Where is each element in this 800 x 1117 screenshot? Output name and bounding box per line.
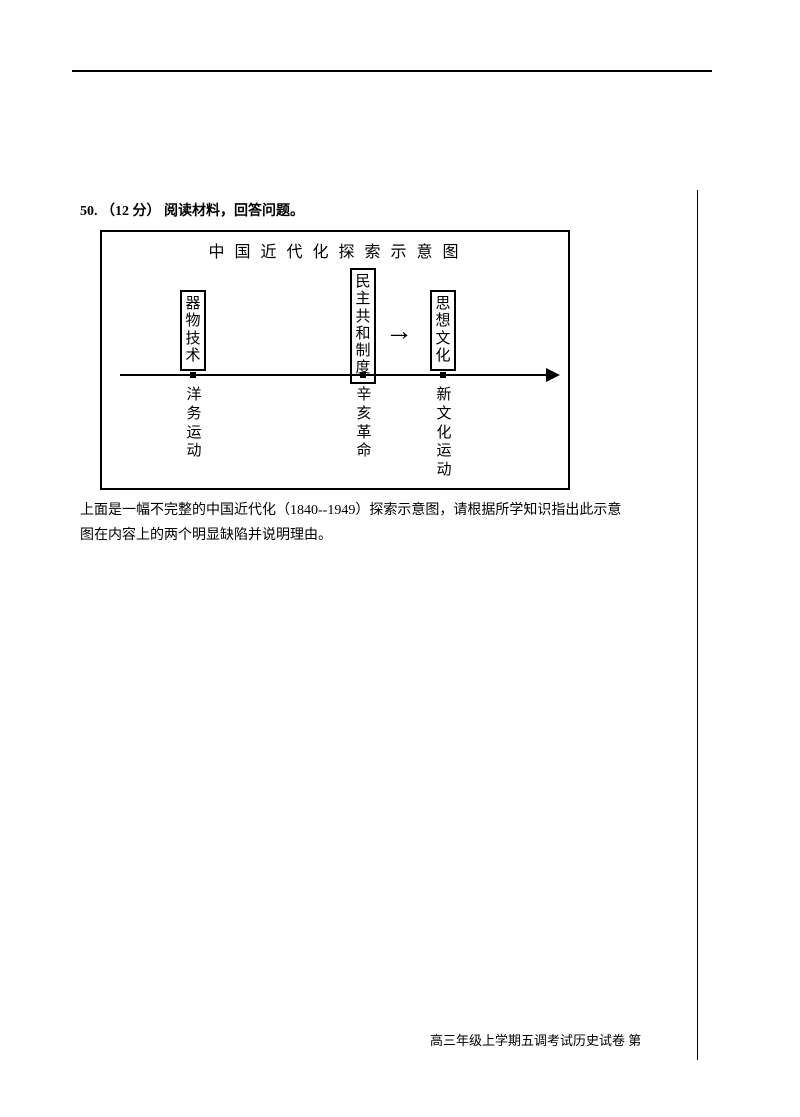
diagram-container: 中 国 近 代 化 探 索 示 意 图 器 物 技 术 民 主 共 和 制 度 … xyxy=(100,230,570,490)
timeline-tick xyxy=(440,372,446,378)
page-footer: 高三年级上学期五调考试历史试卷 第 xyxy=(430,1030,641,1049)
question-number: 50. xyxy=(80,204,98,219)
timeline-label-2: 辛 亥 革 命 xyxy=(354,386,374,461)
label-char: 洋 xyxy=(184,386,204,405)
label-char: 务 xyxy=(184,405,204,424)
label-char: 动 xyxy=(184,442,204,461)
right-margin-line xyxy=(697,190,698,1060)
label-char: 亥 xyxy=(354,405,374,424)
diagram-title: 中 国 近 代 化 探 索 示 意 图 xyxy=(102,238,568,262)
node-char: 思 xyxy=(435,296,451,313)
right-arrow-icon: → xyxy=(385,318,413,346)
label-char: 文 xyxy=(434,405,454,424)
label-char: 命 xyxy=(354,442,374,461)
timeline-axis xyxy=(120,374,550,376)
question-prompt: 阅读材料，回答问题。 xyxy=(164,204,304,219)
timeline-label-1: 洋 务 运 动 xyxy=(184,386,204,461)
body-line: 图在内容上的两个明显缺陷并说明理由。 xyxy=(80,523,640,548)
diagram-node-2: 民 主 共 和 制 度 xyxy=(350,268,376,384)
body-line: 上面是一幅不完整的中国近代化（1840--1949）探索示意图，请根据所学知识指… xyxy=(80,498,640,523)
timeline-tick xyxy=(190,372,196,378)
label-char: 革 xyxy=(354,424,374,443)
question-header: 50. （12 分） 阅读材料，回答问题。 xyxy=(80,200,640,220)
node-char: 化 xyxy=(435,348,451,365)
node-char: 和 xyxy=(355,326,371,343)
node-char: 制 xyxy=(355,343,371,360)
label-char: 运 xyxy=(184,424,204,443)
node-char: 共 xyxy=(355,309,371,326)
timeline-label-3: 新 文 化 运 动 xyxy=(434,386,454,480)
label-char: 动 xyxy=(434,461,454,480)
node-char: 主 xyxy=(355,291,371,308)
timeline-arrowhead-icon xyxy=(546,368,560,382)
top-horizontal-rule xyxy=(72,70,712,72)
node-char: 想 xyxy=(435,313,451,330)
node-char: 物 xyxy=(185,313,201,330)
label-char: 化 xyxy=(434,424,454,443)
diagram-node-3: 思 想 文 化 xyxy=(430,290,456,371)
node-char: 技 xyxy=(185,331,201,348)
label-char: 新 xyxy=(434,386,454,405)
node-char: 术 xyxy=(185,348,201,365)
question-body: 上面是一幅不完整的中国近代化（1840--1949）探索示意图，请根据所学知识指… xyxy=(80,498,640,548)
node-char: 文 xyxy=(435,331,451,348)
question-points: （12 分） xyxy=(101,204,161,219)
node-char: 器 xyxy=(185,296,201,313)
label-char: 辛 xyxy=(354,386,374,405)
timeline-tick xyxy=(360,372,366,378)
diagram-node-1: 器 物 技 术 xyxy=(180,290,206,371)
node-char: 民 xyxy=(355,274,371,291)
label-char: 运 xyxy=(434,442,454,461)
question-block: 50. （12 分） 阅读材料，回答问题。 中 国 近 代 化 探 索 示 意 … xyxy=(80,200,640,548)
